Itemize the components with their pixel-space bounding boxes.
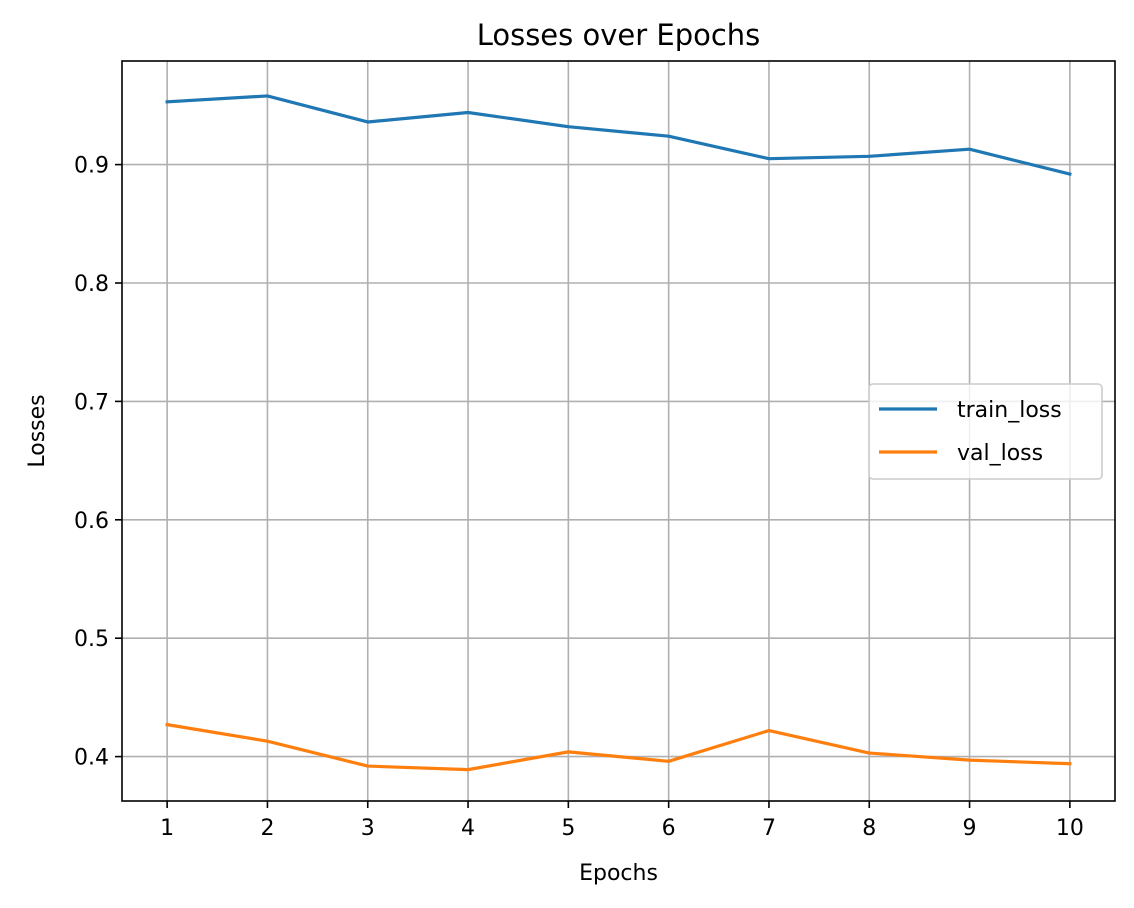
- legend: train_loss val_loss: [868, 383, 1103, 480]
- y-tick-label: 0.6: [74, 509, 109, 534]
- axis-ticks: 1 2 3 4 5 6 7 8 9 10 0.4 0.5 0.6 0.7 0.8 0.9: [74, 154, 1084, 841]
- x-tick-label: 4: [461, 816, 475, 841]
- series-lines: [165, 94, 1072, 772]
- y-tick-label: 0.7: [74, 390, 109, 415]
- x-tick-label: 7: [762, 816, 776, 841]
- chart-title: Losses over Epochs: [477, 18, 761, 52]
- x-tick-label: 5: [561, 816, 575, 841]
- y-tick-label: 0.4: [74, 746, 109, 771]
- x-tick-label: 6: [662, 816, 676, 841]
- series-line-val-loss: [165, 722, 1072, 772]
- series-line-train-loss: [165, 94, 1072, 177]
- legend-label: train_loss: [957, 398, 1062, 423]
- x-tick-label: 8: [862, 816, 876, 841]
- y-tick-label: 0.9: [74, 154, 109, 179]
- x-tick-label: 3: [361, 816, 375, 841]
- x-tick-label: 10: [1056, 816, 1084, 841]
- y-axis-label: Losses: [25, 394, 50, 467]
- y-tick-label: 0.8: [74, 272, 109, 297]
- x-tick-label: 9: [963, 816, 977, 841]
- x-tick-label: 1: [160, 816, 174, 841]
- x-axis-label: Epochs: [579, 861, 658, 886]
- x-tick-label: 2: [260, 816, 274, 841]
- legend-label: val_loss: [957, 441, 1043, 466]
- y-tick-label: 0.5: [74, 627, 109, 652]
- plot-frame: [121, 60, 1116, 802]
